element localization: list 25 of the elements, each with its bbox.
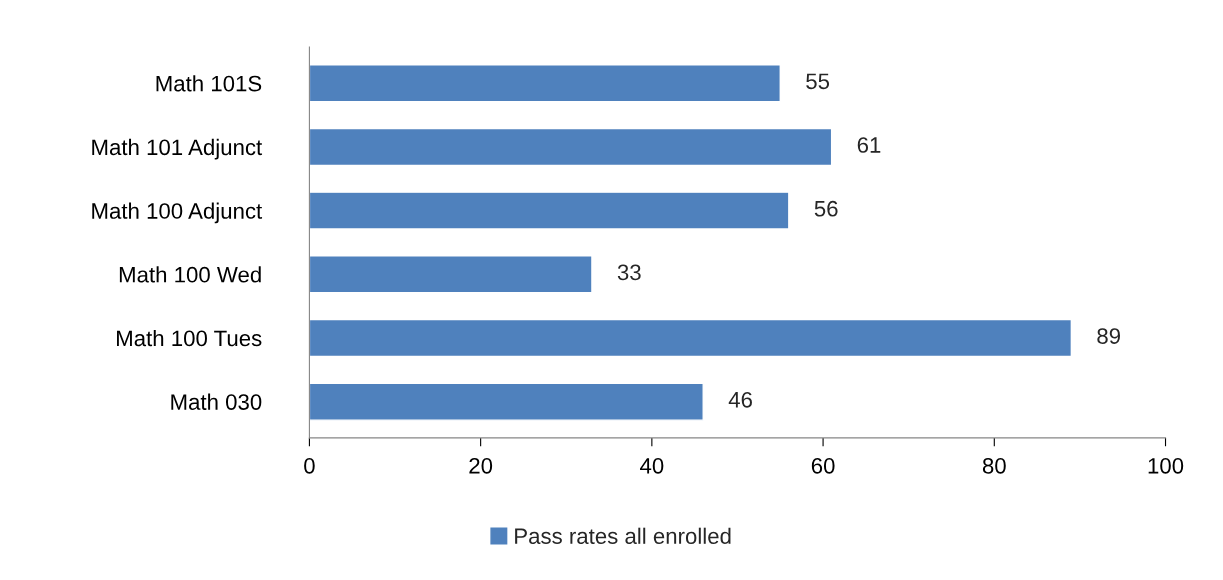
x-tick-label: 80 (982, 457, 1006, 474)
y-tick-label: Math 101 Adjunct (92, 138, 263, 160)
bar (309, 382, 704, 421)
data-label: 89 (1097, 328, 1121, 344)
y-tick-label: Math 100 Tues (117, 329, 262, 347)
bar (309, 318, 1073, 358)
data-label: 46 (728, 391, 752, 408)
data-label: 61 (857, 137, 881, 153)
x-tick-label: 0 (304, 457, 315, 474)
data-label: 56 (814, 200, 838, 217)
y-tick-label: Math 100 Wed (119, 266, 261, 283)
bar (309, 191, 790, 230)
bar (309, 64, 781, 103)
legend-label: Pass rates all enrolled (515, 527, 731, 545)
bar (309, 127, 833, 167)
bar (309, 255, 593, 294)
y-tick-label: Math 030 (171, 393, 262, 410)
x-tick-label: 100 (1148, 457, 1184, 474)
x-tick-label: 40 (640, 457, 664, 474)
y-tick-label: Math 100 Adjunct (92, 202, 263, 224)
data-label: 55 (806, 73, 830, 90)
data-label: 33 (617, 264, 641, 281)
x-tick-label: 60 (811, 457, 835, 474)
x-tick-label: 20 (469, 457, 493, 474)
y-tick-label: Math 101S (156, 75, 262, 92)
